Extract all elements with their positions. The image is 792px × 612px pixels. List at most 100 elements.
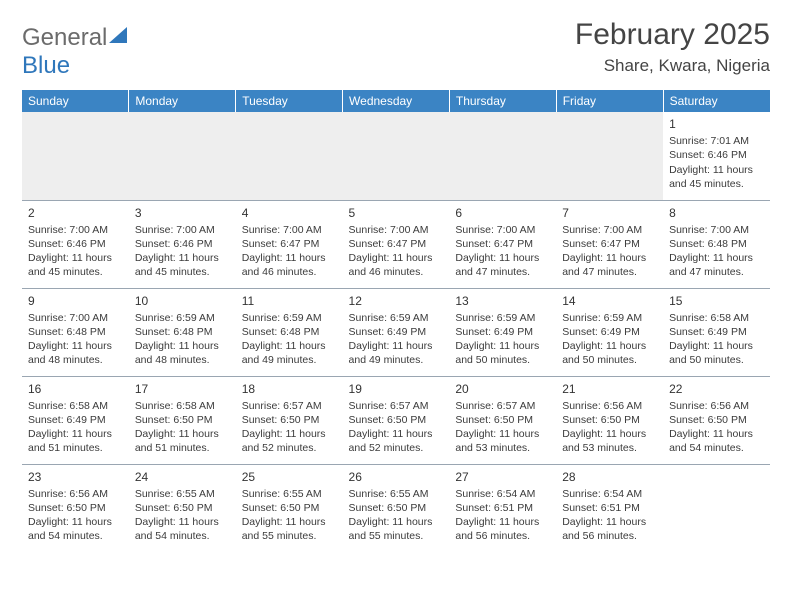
day-number: 5 xyxy=(349,205,444,221)
daylight: Daylight: 11 hours and 47 minutes. xyxy=(562,251,657,279)
calendar-cell: 24Sunrise: 6:55 AMSunset: 6:50 PMDayligh… xyxy=(129,464,236,552)
sunset: Sunset: 6:50 PM xyxy=(349,501,444,515)
weekday-header: Tuesday xyxy=(236,90,343,112)
day-number: 20 xyxy=(455,381,550,397)
day-number: 11 xyxy=(242,293,337,309)
calendar-body: 1Sunrise: 7:01 AMSunset: 6:46 PMDaylight… xyxy=(22,112,770,552)
calendar-cell xyxy=(449,112,556,200)
sunrise: Sunrise: 6:59 AM xyxy=(242,311,337,325)
calendar-cell: 11Sunrise: 6:59 AMSunset: 6:48 PMDayligh… xyxy=(236,288,343,376)
day-number: 3 xyxy=(135,205,230,221)
calendar-cell: 3 Sunrise: 7:00 AMSunset: 6:46 PMDaylight… xyxy=(129,200,236,288)
calendar-cell: 15Sunrise: 6:58 AMSunset: 6:49 PMDayligh… xyxy=(663,288,770,376)
day-number: 25 xyxy=(242,469,337,485)
daylight: Daylight: 11 hours and 45 minutes. xyxy=(135,251,230,279)
day-number: 16 xyxy=(28,381,123,397)
calendar-cell xyxy=(663,464,770,552)
daylight: Daylight: 11 hours and 53 minutes. xyxy=(455,427,550,455)
day-number: 19 xyxy=(349,381,444,397)
calendar-cell: 21 Sunrise: 6:56 AMSunset: 6:50 PMDayligh… xyxy=(556,376,663,464)
calendar-cell: 17Sunrise: 6:58 AMSunset: 6:50 PMDayligh… xyxy=(129,376,236,464)
sunrise: Sunrise: 7:00 AM xyxy=(28,223,123,237)
sunrise: Sunrise: 6:55 AM xyxy=(135,487,230,501)
location: Share, Kwara, Nigeria xyxy=(575,56,770,76)
sunset: Sunset: 6:50 PM xyxy=(135,501,230,515)
daylight: Daylight: 11 hours and 54 minutes. xyxy=(669,427,764,455)
daylight: Daylight: 11 hours and 51 minutes. xyxy=(28,427,123,455)
calendar-cell: 9Sunrise: 7:00 AMSunset: 6:48 PMDaylight… xyxy=(22,288,129,376)
sunrise: Sunrise: 6:56 AM xyxy=(562,399,657,413)
calendar-cell xyxy=(343,112,450,200)
sunrise: Sunrise: 6:59 AM xyxy=(349,311,444,325)
calendar-cell: 26Sunrise: 6:55 AMSunset: 6:50 PMDayligh… xyxy=(343,464,450,552)
calendar-cell xyxy=(22,112,129,200)
calendar-cell: 1Sunrise: 7:01 AMSunset: 6:46 PMDaylight… xyxy=(663,112,770,200)
sunset: Sunset: 6:49 PM xyxy=(349,325,444,339)
sunrise: Sunrise: 6:59 AM xyxy=(562,311,657,325)
sunset: Sunset: 6:50 PM xyxy=(455,413,550,427)
sunrise: Sunrise: 7:00 AM xyxy=(28,311,123,325)
daylight: Daylight: 11 hours and 51 minutes. xyxy=(135,427,230,455)
sunrise: Sunrise: 6:55 AM xyxy=(349,487,444,501)
calendar-week: 16Sunrise: 6:58 AMSunset: 6:49 PMDayligh… xyxy=(22,376,770,464)
sunrise: Sunrise: 6:54 AM xyxy=(562,487,657,501)
day-number: 10 xyxy=(135,293,230,309)
sunset: Sunset: 6:48 PM xyxy=(28,325,123,339)
calendar-cell: 20Sunrise: 6:57 AMSunset: 6:50 PMDayligh… xyxy=(449,376,556,464)
sunrise: Sunrise: 6:57 AM xyxy=(349,399,444,413)
sunrise: Sunrise: 6:59 AM xyxy=(135,311,230,325)
sunrise: Sunrise: 7:00 AM xyxy=(135,223,230,237)
sunset: Sunset: 6:48 PM xyxy=(669,237,764,251)
day-number: 7 xyxy=(562,205,657,221)
daylight: Daylight: 11 hours and 47 minutes. xyxy=(455,251,550,279)
daylight: Daylight: 11 hours and 46 minutes. xyxy=(349,251,444,279)
sunset: Sunset: 6:49 PM xyxy=(455,325,550,339)
calendar-cell: 28 Sunrise: 6:54 AMSunset: 6:51 PMDayligh… xyxy=(556,464,663,552)
sunset: Sunset: 6:50 PM xyxy=(28,501,123,515)
sunrise: Sunrise: 6:58 AM xyxy=(135,399,230,413)
calendar-cell: 22Sunrise: 6:56 AMSunset: 6:50 PMDayligh… xyxy=(663,376,770,464)
daylight: Daylight: 11 hours and 50 minutes. xyxy=(562,339,657,367)
sunset: Sunset: 6:46 PM xyxy=(135,237,230,251)
day-number: 21 xyxy=(562,381,657,397)
daylight: Daylight: 11 hours and 46 minutes. xyxy=(242,251,337,279)
sunset: Sunset: 6:51 PM xyxy=(562,501,657,515)
sunset: Sunset: 6:50 PM xyxy=(242,501,337,515)
sunset: Sunset: 6:51 PM xyxy=(455,501,550,515)
day-number: 26 xyxy=(349,469,444,485)
sunset: Sunset: 6:50 PM xyxy=(562,413,657,427)
daylight: Daylight: 11 hours and 54 minutes. xyxy=(135,515,230,543)
sunset: Sunset: 6:47 PM xyxy=(242,237,337,251)
day-number: 22 xyxy=(669,381,764,397)
daylight: Daylight: 11 hours and 54 minutes. xyxy=(28,515,123,543)
calendar-cell: 8Sunrise: 7:00 AMSunset: 6:48 PMDaylight… xyxy=(663,200,770,288)
sunset: Sunset: 6:47 PM xyxy=(455,237,550,251)
daylight: Daylight: 11 hours and 56 minutes. xyxy=(562,515,657,543)
sunset: Sunset: 6:46 PM xyxy=(28,237,123,251)
calendar-cell: 4Sunrise: 7:00 AMSunset: 6:47 PMDaylight… xyxy=(236,200,343,288)
weekday-header: Wednesday xyxy=(343,90,450,112)
calendar-table: SundayMondayTuesdayWednesdayThursdayFrid… xyxy=(22,90,770,552)
daylight: Daylight: 11 hours and 49 minutes. xyxy=(349,339,444,367)
logo: GeneralBlue xyxy=(22,18,129,80)
weekday-header: Monday xyxy=(129,90,236,112)
logo-text-blue: Blue xyxy=(22,52,70,79)
day-number: 14 xyxy=(562,293,657,309)
sunrise: Sunrise: 7:00 AM xyxy=(455,223,550,237)
day-number: 13 xyxy=(455,293,550,309)
daylight: Daylight: 11 hours and 52 minutes. xyxy=(242,427,337,455)
calendar-cell: 14Sunrise: 6:59 AMSunset: 6:49 PMDayligh… xyxy=(556,288,663,376)
sunset: Sunset: 6:48 PM xyxy=(242,325,337,339)
sunrise: Sunrise: 6:56 AM xyxy=(669,399,764,413)
calendar-cell: 16Sunrise: 6:58 AMSunset: 6:49 PMDayligh… xyxy=(22,376,129,464)
sunrise: Sunrise: 6:56 AM xyxy=(28,487,123,501)
daylight: Daylight: 11 hours and 56 minutes. xyxy=(455,515,550,543)
daylight: Daylight: 11 hours and 53 minutes. xyxy=(562,427,657,455)
daylight: Daylight: 11 hours and 50 minutes. xyxy=(455,339,550,367)
sunset: Sunset: 6:49 PM xyxy=(28,413,123,427)
daylight: Daylight: 11 hours and 48 minutes. xyxy=(28,339,123,367)
sunset: Sunset: 6:50 PM xyxy=(242,413,337,427)
sunrise: Sunrise: 7:00 AM xyxy=(242,223,337,237)
day-number: 28 xyxy=(562,469,657,485)
calendar-header: SundayMondayTuesdayWednesdayThursdayFrid… xyxy=(22,90,770,112)
